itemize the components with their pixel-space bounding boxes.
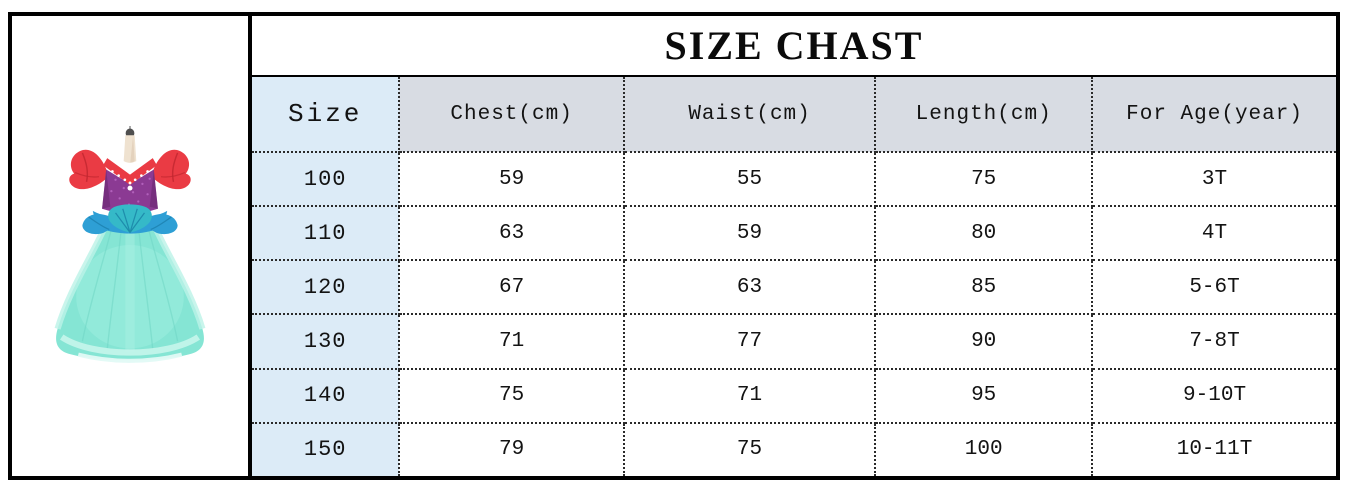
chart-title: SIZE CHAST [252,16,1336,77]
column-header-chest: Chest(cm) [399,77,625,153]
column-header-waist: Waist(cm) [623,77,877,153]
dress-sleeves [69,149,191,190]
cell-age: 3T [1092,152,1336,208]
size-table: Size Chest(cm) Waist(cm) Length(cm) For … [252,77,1336,476]
cell-size: 100 [252,152,401,208]
table-row: 120 67 63 85 5-6T [252,260,1336,316]
cell-waist: 71 [623,368,877,424]
cell-waist: 77 [623,314,877,370]
cell-length: 80 [875,206,1094,262]
dress-skirt [54,215,206,363]
cell-length: 95 [875,368,1094,424]
header-row: Size Chest(cm) Waist(cm) Length(cm) For … [252,77,1336,153]
dress-pearl-trim [111,170,149,191]
table-row: 110 63 59 80 4T [252,206,1336,262]
cell-size: 140 [252,368,401,424]
table-row: 130 71 77 90 7-8T [252,314,1336,370]
cell-chest: 79 [399,422,625,476]
cell-size: 150 [252,422,401,476]
mermaid-dress-image [54,126,206,363]
dress-shell-belt [82,204,178,235]
cell-age: 9-10T [1092,368,1336,424]
cell-waist: 59 [623,206,877,262]
dress-neckband [103,158,157,185]
cell-chest: 71 [399,314,625,370]
cell-length: 90 [875,314,1094,370]
product-image-panel [12,16,252,476]
cell-age: 5-6T [1092,260,1336,316]
cell-size: 130 [252,314,401,370]
cell-chest: 67 [399,260,625,316]
column-header-size: Size [252,77,401,153]
cell-length: 75 [875,152,1094,208]
dress-bodice [102,169,158,214]
size-chart: SIZE CHAST Size Chest(cm) Waist(cm) Leng… [252,16,1336,476]
cell-chest: 63 [399,206,625,262]
cell-waist: 55 [623,152,877,208]
cell-chest: 75 [399,368,625,424]
cell-size: 110 [252,206,401,262]
cell-length: 100 [875,422,1094,476]
cell-length: 85 [875,260,1094,316]
size-chart-frame: SIZE CHAST Size Chest(cm) Waist(cm) Leng… [8,12,1340,480]
table-row: 100 59 55 75 3T [252,152,1336,208]
cell-waist: 63 [623,260,877,316]
column-header-age: For Age(year) [1092,77,1336,153]
cell-age: 7-8T [1092,314,1336,370]
table-row: 140 75 71 95 9-10T [252,368,1336,424]
table-row: 150 79 75 100 10-11T [252,422,1336,476]
cell-waist: 75 [623,422,877,476]
cell-age: 10-11T [1092,422,1336,476]
cell-age: 4T [1092,206,1336,262]
column-header-length: Length(cm) [875,77,1094,153]
cell-size: 120 [252,260,401,316]
cell-chest: 59 [399,152,625,208]
